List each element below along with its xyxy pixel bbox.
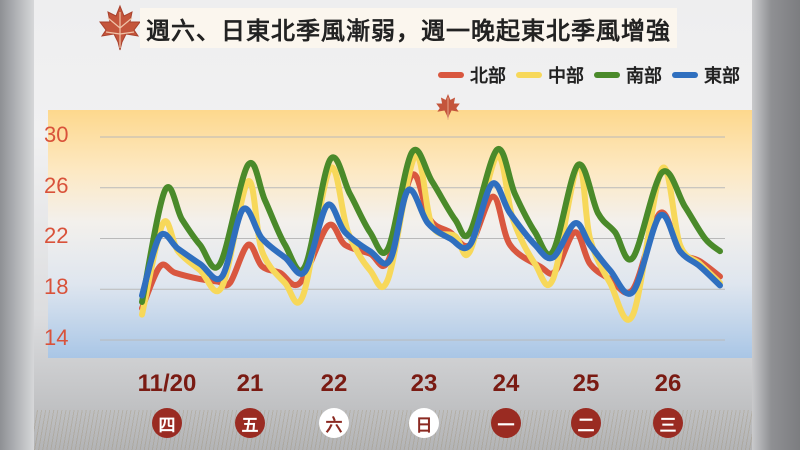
y-tick-14: 14 <box>44 325 69 350</box>
legend-item-east: 東部 <box>672 62 740 88</box>
legend-label-central: 中部 <box>548 66 584 87</box>
legend-swatch-east <box>672 72 698 78</box>
legend-item-south: 南部 <box>594 62 662 88</box>
background-right <box>752 0 800 450</box>
x-label-1120: 11/20 <box>137 370 197 397</box>
legend-swatch-north <box>438 72 464 78</box>
weekday-badge-sat: 六 <box>319 408 349 438</box>
legend-item-central: 中部 <box>516 62 584 88</box>
y-tick-22: 22 <box>44 223 69 248</box>
series-line-南部 <box>139 146 723 305</box>
weekday-badge-thu: 四 <box>152 408 182 438</box>
legend-label-north: 北部 <box>470 66 506 87</box>
series-line-北部 <box>139 171 723 312</box>
y-tick-26: 26 <box>44 173 69 198</box>
x-label-23: 23 <box>410 370 438 397</box>
legend-item-north: 北部 <box>438 62 506 88</box>
legend-swatch-south <box>594 72 620 78</box>
weekday-badge-wed: 三 <box>653 408 683 438</box>
weekday-badge-sun: 日 <box>409 408 439 438</box>
background-left <box>0 0 34 450</box>
y-tick-18: 18 <box>44 274 69 299</box>
weekday-badge-tue: 二 <box>571 408 601 438</box>
maple-leaf-icon <box>99 4 141 51</box>
weekday-badge-mon: 一 <box>491 408 521 438</box>
series-line-東部 <box>139 180 723 299</box>
series-lines <box>139 146 723 323</box>
x-label-24: 24 <box>492 370 520 397</box>
x-label-26: 26 <box>654 370 682 397</box>
x-label-21: 21 <box>236 370 264 397</box>
x-label-25: 25 <box>572 370 600 397</box>
legend-label-east: 東部 <box>704 66 740 87</box>
legend: 北部 中部 南部 東部 <box>438 62 740 88</box>
legend-swatch-central <box>516 72 542 78</box>
chart-title: 週六、日東北季風漸弱，週一晚起東北季風增強 <box>140 8 677 48</box>
maple-leaf-icon <box>436 94 460 120</box>
weekday-badge-fri: 五 <box>235 408 265 438</box>
y-tick-30: 30 <box>44 122 69 147</box>
legend-label-south: 南部 <box>626 66 662 87</box>
x-label-22: 22 <box>320 370 348 397</box>
